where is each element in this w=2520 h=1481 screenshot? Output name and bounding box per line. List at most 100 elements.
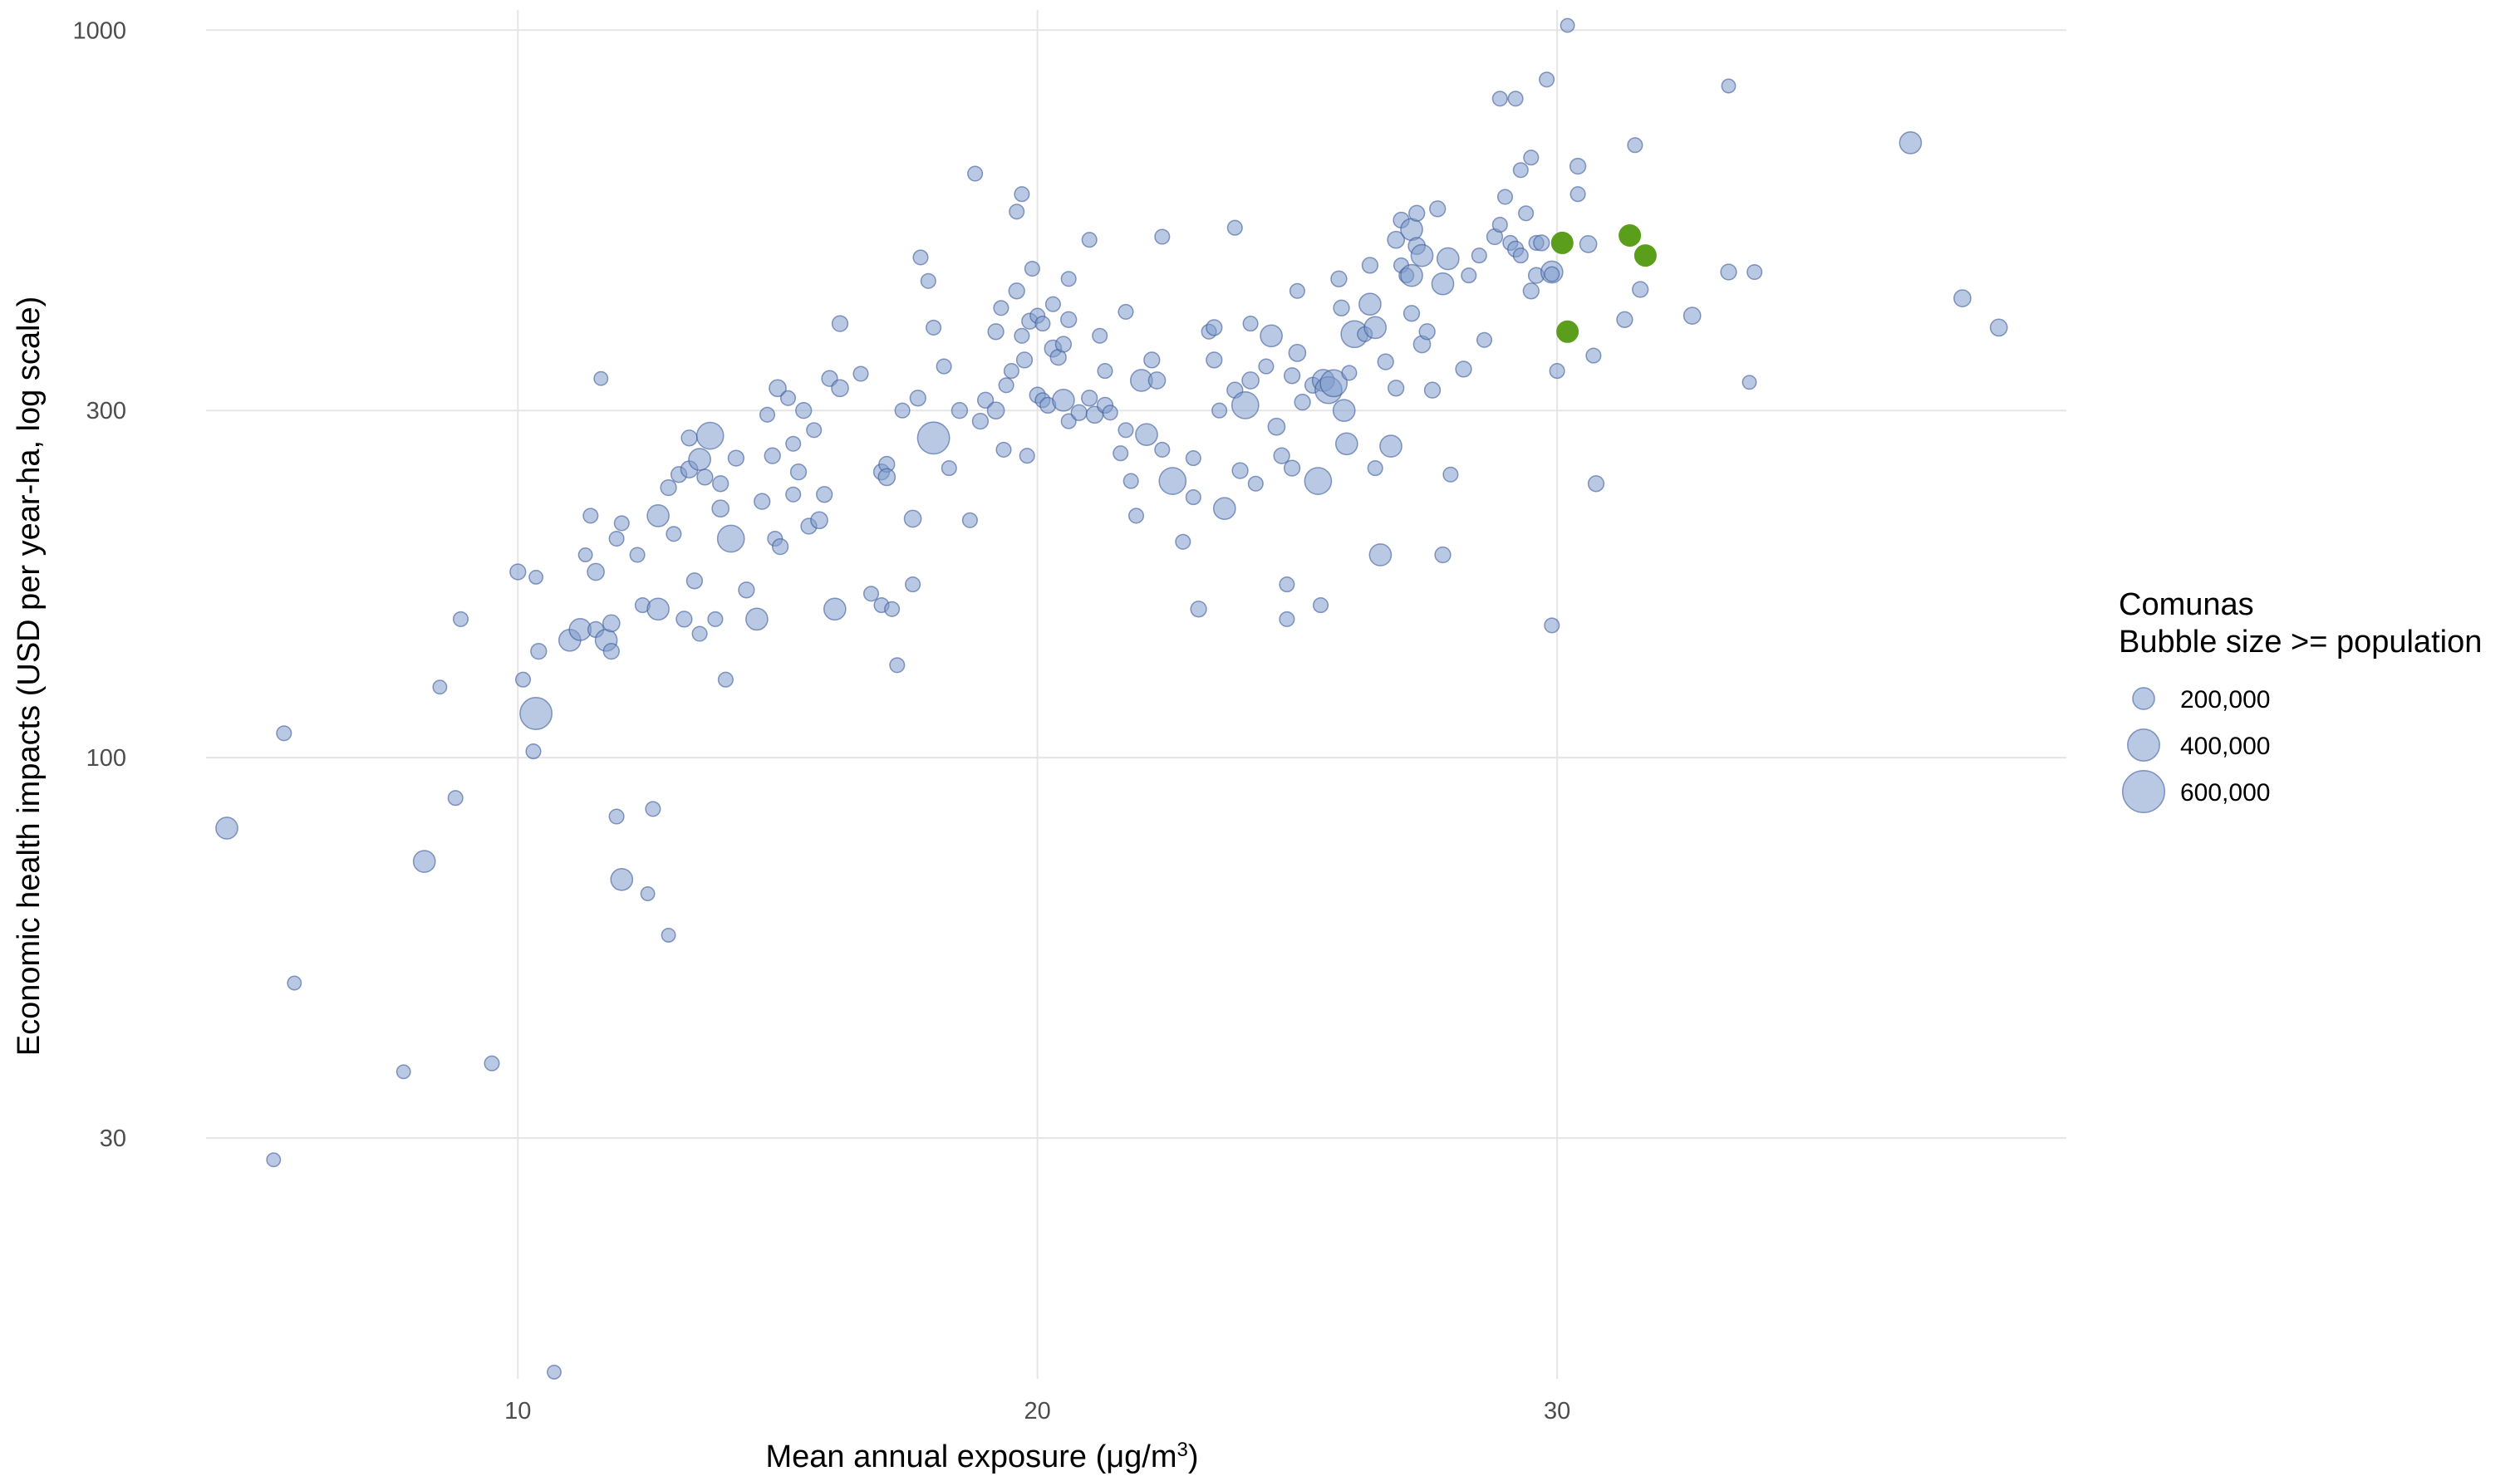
highlighted-points bbox=[1550, 224, 1657, 343]
data-point bbox=[1455, 360, 1472, 378]
data-point bbox=[831, 379, 849, 398]
data-point bbox=[276, 725, 292, 742]
grid bbox=[206, 10, 2066, 1379]
data-point bbox=[1523, 150, 1540, 166]
highlight-point bbox=[1550, 231, 1574, 254]
data-point bbox=[1226, 219, 1243, 236]
data-point bbox=[1289, 282, 1305, 299]
data-point bbox=[816, 486, 833, 503]
data-point bbox=[1143, 351, 1161, 369]
data-point bbox=[926, 319, 942, 336]
data-point bbox=[1410, 243, 1434, 267]
data-point bbox=[967, 165, 984, 182]
data-point bbox=[905, 576, 921, 593]
data-point bbox=[1009, 204, 1025, 220]
y-axis-title: Economic health impacts (USD per year-ha… bbox=[12, 297, 47, 1057]
data-point bbox=[1070, 404, 1088, 421]
data-point bbox=[525, 743, 542, 760]
data-point bbox=[1989, 318, 2008, 337]
data-point bbox=[912, 249, 929, 266]
data-point bbox=[884, 601, 901, 617]
data-point bbox=[452, 611, 469, 627]
data-point bbox=[1361, 257, 1379, 274]
data-point bbox=[1267, 417, 1286, 436]
data-point bbox=[754, 493, 771, 510]
data-point bbox=[1241, 371, 1260, 390]
data-point bbox=[976, 391, 995, 409]
data-point bbox=[823, 597, 847, 621]
data-point bbox=[1330, 270, 1348, 287]
data-point bbox=[971, 412, 990, 430]
data-point bbox=[695, 421, 725, 450]
data-point bbox=[1585, 347, 1602, 364]
legend-key-label: 200,000 bbox=[2180, 686, 2270, 714]
data-point bbox=[1102, 405, 1118, 421]
data-point bbox=[1283, 367, 1301, 385]
data-point bbox=[810, 511, 828, 530]
data-point bbox=[447, 790, 464, 807]
legend-key-label: 400,000 bbox=[2180, 733, 2270, 760]
data-point bbox=[1741, 375, 1757, 390]
data-point bbox=[1158, 467, 1187, 495]
legend-key-bubble bbox=[2127, 728, 2160, 762]
legend-title-line1: Comunas bbox=[2119, 587, 2254, 622]
data-point bbox=[640, 886, 656, 901]
data-point bbox=[1231, 462, 1249, 479]
data-point bbox=[1522, 282, 1540, 300]
legend-title-line2: Bubble size >= population bbox=[2119, 625, 2482, 660]
data-point bbox=[1060, 271, 1077, 287]
data-point bbox=[877, 468, 896, 487]
data-point bbox=[769, 379, 787, 398]
data-point bbox=[1408, 204, 1426, 222]
data-point bbox=[1304, 467, 1333, 495]
data-point bbox=[1533, 234, 1550, 252]
data-point bbox=[1185, 489, 1201, 506]
data-point bbox=[986, 401, 1005, 420]
axes: 10 20 30 1000 300 100 30 bbox=[72, 17, 1570, 1425]
legend-keys: 200,000 400,000 600,000 bbox=[2121, 686, 2270, 814]
data-point bbox=[771, 537, 789, 556]
data-point bbox=[1014, 186, 1030, 203]
data-point bbox=[1097, 363, 1113, 380]
data-point bbox=[916, 421, 951, 455]
data-point bbox=[1319, 369, 1348, 398]
data-point bbox=[1118, 422, 1134, 439]
data-points bbox=[215, 17, 2008, 1380]
data-point bbox=[779, 390, 797, 406]
data-point bbox=[1247, 475, 1264, 492]
data-point bbox=[1388, 380, 1405, 397]
data-point bbox=[1014, 327, 1030, 344]
data-point bbox=[1206, 319, 1223, 336]
data-point bbox=[1135, 423, 1158, 447]
data-point bbox=[582, 508, 599, 524]
data-point bbox=[987, 323, 1005, 341]
data-point bbox=[1953, 289, 1972, 307]
data-point bbox=[1175, 533, 1191, 550]
data-point bbox=[1720, 263, 1737, 281]
data-point bbox=[1569, 186, 1586, 203]
data-point bbox=[1569, 157, 1587, 175]
data-point bbox=[1081, 390, 1098, 407]
data-point bbox=[1154, 228, 1171, 245]
legend: Comunas Bubble size >= population 200,00… bbox=[2119, 587, 2482, 814]
data-point bbox=[1512, 162, 1529, 179]
data-point bbox=[577, 547, 593, 562]
data-point bbox=[1368, 543, 1393, 566]
data-point bbox=[1024, 260, 1040, 277]
data-point bbox=[1334, 432, 1358, 456]
data-point bbox=[1242, 316, 1259, 332]
data-point bbox=[1054, 336, 1073, 353]
data-point bbox=[1147, 371, 1167, 390]
data-point bbox=[688, 448, 711, 471]
x-tick-label: 20 bbox=[1024, 1398, 1051, 1425]
data-point bbox=[1190, 601, 1207, 618]
data-point bbox=[1118, 303, 1134, 320]
data-point bbox=[707, 611, 724, 627]
data-point bbox=[1423, 381, 1442, 399]
data-point bbox=[936, 358, 952, 375]
data-point bbox=[645, 801, 661, 817]
data-point bbox=[1402, 305, 1421, 322]
data-point bbox=[1431, 272, 1455, 296]
data-point bbox=[995, 441, 1012, 458]
data-point bbox=[1212, 497, 1236, 521]
